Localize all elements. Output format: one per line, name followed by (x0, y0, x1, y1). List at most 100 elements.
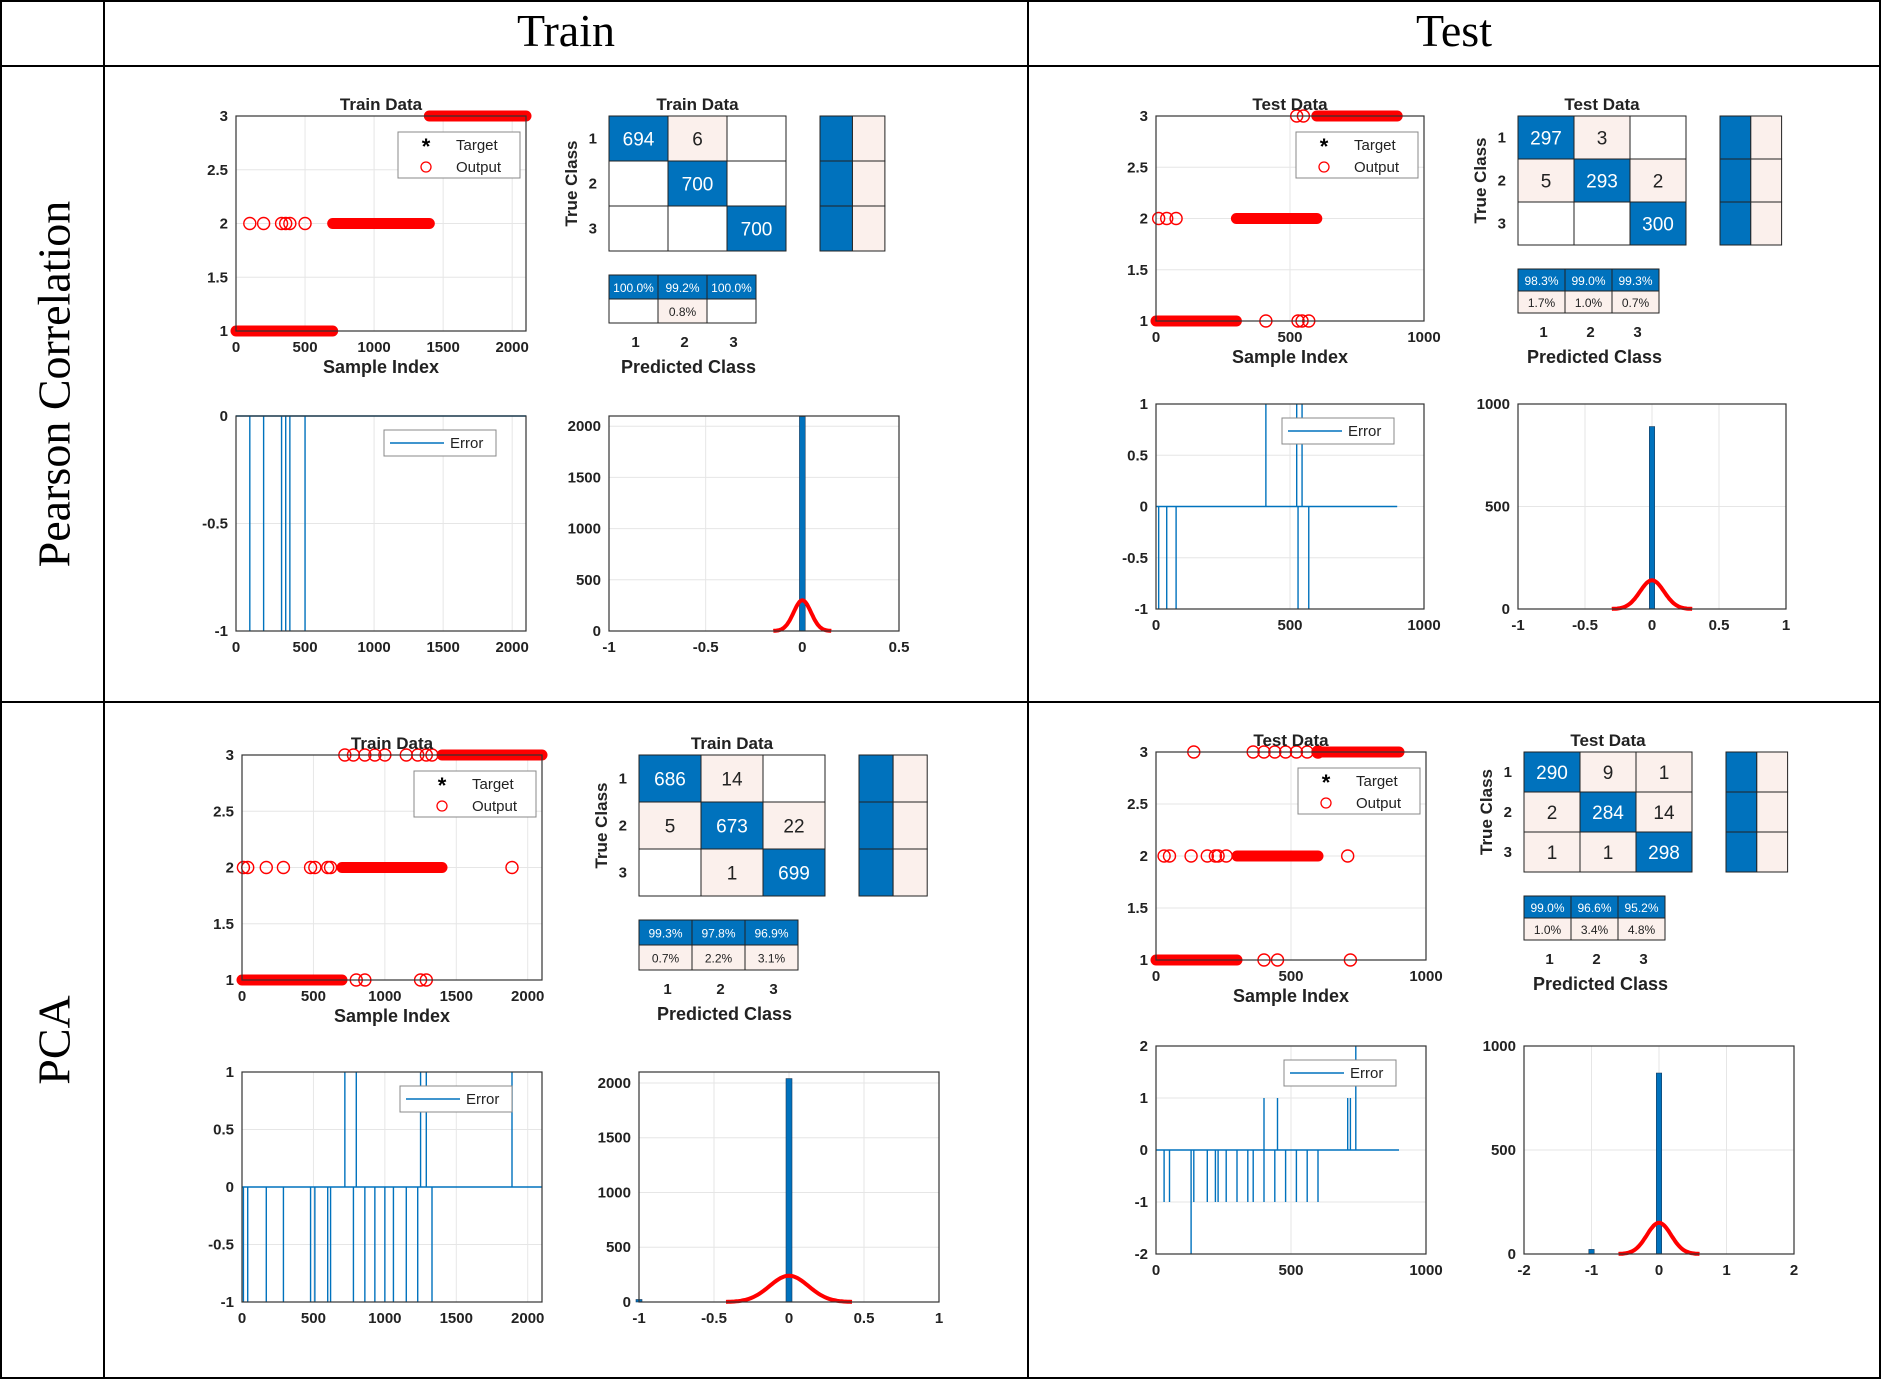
pca-test-error-legend-error-label: Error (1350, 1065, 1383, 1082)
test-header: Test (1416, 5, 1492, 56)
pca-train-scatter-legend-target-marker: * (438, 773, 447, 798)
pca-train-scatter-y-tick-label: 2 (226, 860, 234, 877)
pc-test-scatter-x-tick-label: 500 (1277, 329, 1302, 346)
pc-test-error-legend-error-label: Error (1348, 423, 1381, 440)
pca-test-hist-hist-bar (1588, 1249, 1595, 1255)
pc-test-scatter-x-tick-label: 1000 (1407, 329, 1440, 346)
pc-train-error-y-tick-label: -1 (215, 623, 228, 640)
pca-train-hist-x-tick-label: 1 (935, 1310, 943, 1327)
pc-train-scatter-x-tick-label: 1500 (426, 339, 459, 356)
pc-train-error-frame (235, 415, 527, 632)
pc-test-confusion-fdr-cell (1611, 290, 1660, 314)
train-header: Train (517, 5, 615, 56)
pca-test-confusion-summary-fn (1756, 751, 1789, 793)
pca-test-scatter-output-point (1200, 849, 1215, 863)
pca-train-confusion-precision-value: 97.8% (701, 927, 735, 941)
pca-train-confusion-summary-fn (892, 848, 928, 897)
pc-test-confusion-cell-value: 2 (1653, 172, 1664, 193)
pc-train-scatter-output-point (256, 216, 271, 231)
pc-test-confusion-x-label: Predicted Class (1527, 347, 1662, 367)
pc-train-scatter-y-tick-label: 1.5 (207, 269, 228, 286)
pca-train-confusion-summary-tp (858, 754, 894, 803)
pca-train-hist-normal-fit-curve (725, 1273, 853, 1304)
pc-test-confusion-summary-fn (1750, 158, 1783, 203)
pca-test-scatter-y-tick-label: 3 (1140, 744, 1148, 761)
pc-train-confusion-col-class: 1 (631, 334, 639, 351)
pca-train-hist-y-tick-label: 1500 (598, 1130, 631, 1147)
pc-test-confusion-precision-value: 98.3% (1524, 274, 1558, 288)
pca-test-scatter-x-label: Sample Index (1233, 986, 1349, 1006)
pca-train-scatter-x-tick-label: 1500 (440, 988, 473, 1005)
pc-test-error-x-tick-label: 500 (1277, 617, 1302, 634)
pc-test-confusion-cell-value: 297 (1530, 129, 1562, 150)
pc-test-confusion-fdr-value: 0.7% (1622, 296, 1650, 310)
pc-train-scatter-y-tick-label: 2 (220, 216, 228, 233)
pca-test-confusion-fdr-value: 1.0% (1534, 923, 1562, 937)
pc-test-hist-x-tick-label: 0.5 (1709, 617, 1730, 634)
pca-test-hist-y-tick-label: 500 (1491, 1142, 1516, 1159)
pc-train-scatter-y-tick-label: 2.5 (207, 162, 228, 179)
pc-train-scatter-legend-target-marker: * (422, 134, 431, 159)
pca-train-scatter-legend-output-label: Output (472, 798, 518, 815)
pca-test-confusion-cell-value: 1 (1659, 763, 1670, 784)
pca-test-confusion-x-label: Predicted Class (1533, 974, 1668, 994)
pc-test-confusion-col-class: 2 (1586, 324, 1594, 341)
pc-train-confusion-summary-tp (819, 160, 853, 207)
pca-test-hist-normal-fit-curve (1618, 1220, 1700, 1256)
pc-test-confusion-cell-value: 5 (1541, 172, 1552, 193)
pc-train-hist-x-tick-label: 0 (798, 639, 806, 656)
pc-test-error-y-tick-label: -0.5 (1122, 550, 1148, 567)
pc-test-confusion-fdr-value: 1.0% (1575, 296, 1603, 310)
pca-train-scatter-y-tick-label: 3 (226, 747, 234, 764)
pc-test-scatter-legend-output-marker (1318, 161, 1330, 173)
pca-train-hist-x-tick-label: -1 (632, 1310, 645, 1327)
pca-train-scatter-output-point (323, 860, 338, 875)
pca-train-scatter-output-point (308, 860, 322, 875)
row-label-pearson-correlation: Pearson Correlation (28, 200, 80, 568)
pca-test-hist-y-tick-label: 0 (1508, 1246, 1516, 1263)
pca-test-confusion-row-class: 2 (1504, 804, 1512, 821)
pc-test-confusion-y-label: True Class (1471, 138, 1490, 224)
pc-train-confusion-summary-fn (851, 160, 886, 207)
pca-train-confusion-fdr-cell (691, 944, 746, 971)
pc-test-confusion-summary-fn (1750, 201, 1783, 246)
pca-train-error-y-tick-label: 0 (226, 1179, 234, 1196)
pca-train-confusion-fdr-value: 2.2% (705, 952, 733, 966)
pca-train-confusion-precision-value: 96.9% (754, 927, 788, 941)
pc-train-confusion-precision-cell (706, 274, 757, 300)
pc-test-error-y-tick-label: 0 (1140, 499, 1148, 516)
pca-train-error-y-tick-label: 1 (226, 1064, 234, 1081)
pca-test-confusion-cell-value: 14 (1653, 803, 1675, 824)
pca-test-confusion-cell (1523, 791, 1581, 833)
pca-test-confusion-cell-value: 290 (1536, 763, 1568, 784)
pca-test-confusion-cell (1579, 751, 1637, 793)
pca-train-error-legend-error-label: Error (466, 1091, 499, 1108)
pca-train-scatter-x-tick-label: 500 (301, 988, 326, 1005)
pc-train-scatter-legend-target-label: Target (456, 137, 499, 154)
pc-train-confusion-fdr-cell (657, 298, 708, 324)
pca-train-confusion-x-label: Predicted Class (657, 1004, 792, 1024)
pc-test-confusion-cell (1629, 201, 1687, 246)
pca-test-confusion-precision-value: 95.2% (1624, 901, 1658, 915)
pca-test-confusion-fdr-cell (1617, 917, 1666, 941)
pca-test-error-y-tick-label: -2 (1135, 1246, 1148, 1263)
pca-train-hist-hist-bar (785, 1078, 793, 1303)
pc-train-confusion-cell (726, 160, 787, 207)
pc-train-error-legend-error-label: Error (450, 435, 483, 452)
pc-train-scatter-x-label: Sample Index (323, 357, 439, 377)
pc-train-hist-y-tick-label: 2000 (568, 418, 601, 435)
pc-train-confusion-summary-fn (851, 205, 886, 252)
pca-test-confusion-row-class: 3 (1504, 844, 1512, 861)
pc-train-confusion-col-class: 2 (680, 334, 688, 351)
pca-test-scatter-x-tick-label: 500 (1278, 968, 1303, 985)
pca-train-error-x-tick-label: 500 (301, 1310, 326, 1327)
pc-train-confusion-cell-value: 694 (623, 130, 655, 151)
pca-train-error-y-tick-label: 0.5 (213, 1122, 234, 1139)
pc-test-scatter-legend (1295, 131, 1419, 179)
pc-test-confusion-cell-value: 293 (1586, 172, 1618, 193)
pc-train-confusion-cell-value: 6 (692, 130, 703, 151)
pca-test-confusion-cell (1523, 751, 1581, 793)
pc-test-scatter-legend-output-label: Output (1354, 159, 1400, 176)
pc-train-confusion-summary-fn (851, 115, 886, 162)
